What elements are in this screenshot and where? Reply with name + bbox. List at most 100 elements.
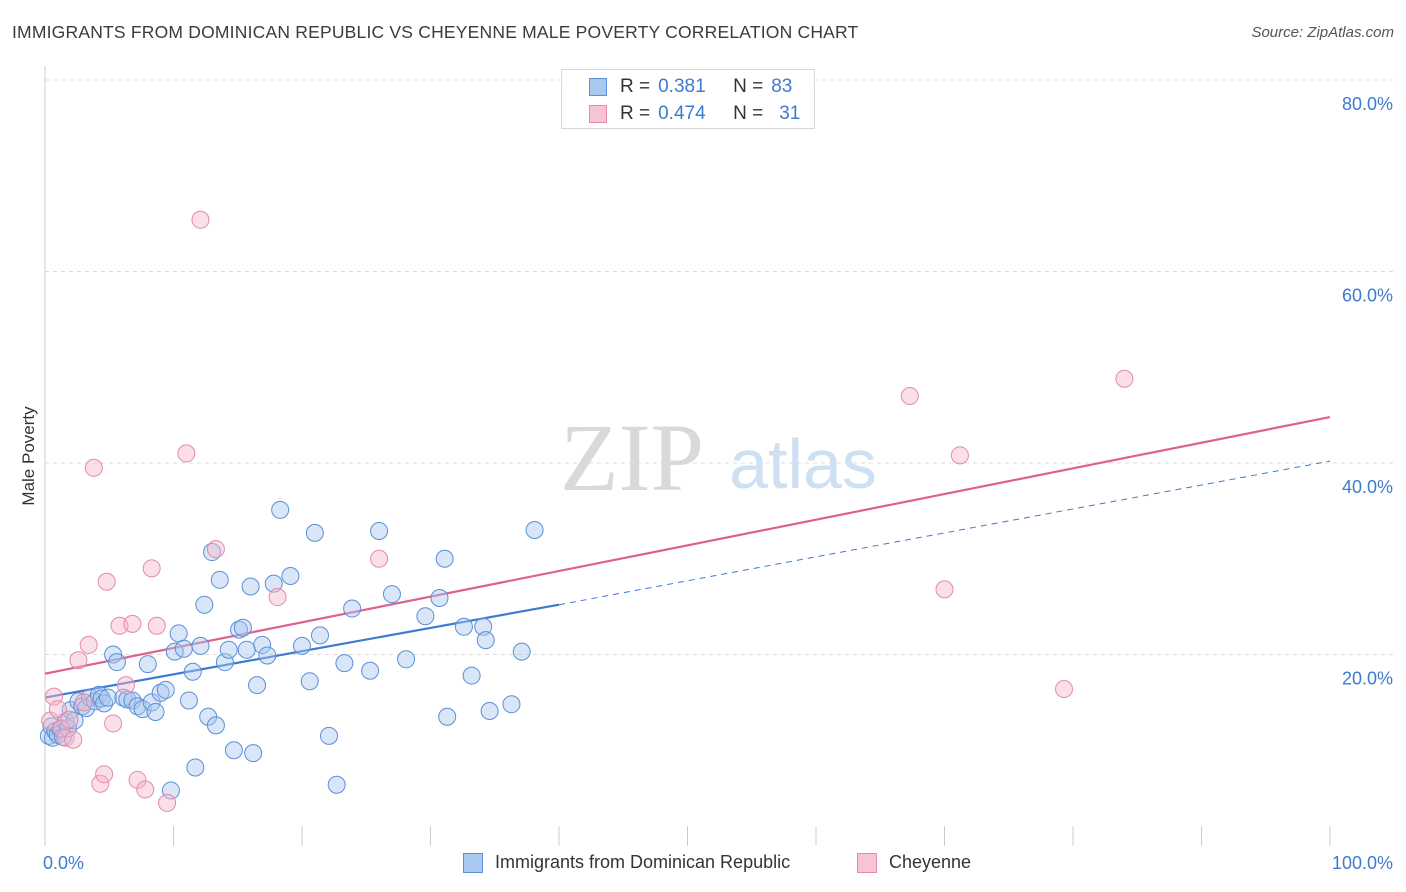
point-cheyenne <box>104 714 123 733</box>
point-dominican <box>191 636 210 655</box>
point-cheyenne <box>142 559 161 578</box>
point-dominican <box>186 758 205 777</box>
point-dominican <box>480 701 499 720</box>
point-dominican <box>512 642 531 661</box>
point-dominican <box>233 618 252 637</box>
trend-line-dominican-extension <box>558 460 1331 606</box>
point-dominican <box>476 631 495 650</box>
trend-line-dominican <box>44 603 560 699</box>
legend-item-pink: Cheyenne <box>857 852 971 873</box>
legend-r-value: 0.381 <box>658 76 706 97</box>
point-cheyenne <box>1055 679 1074 698</box>
legend-swatch-pink <box>589 105 607 123</box>
point-cheyenne <box>97 572 116 591</box>
point-dominican <box>397 650 416 669</box>
watermark-atlas: atlas <box>729 425 877 503</box>
point-dominican <box>435 549 454 568</box>
point-dominican <box>335 654 354 673</box>
point-dominican <box>206 716 225 735</box>
point-cheyenne <box>60 710 79 729</box>
legend-n-value: 31 <box>779 103 801 124</box>
x-tick-label: 0.0% <box>43 853 84 873</box>
point-cheyenne <box>116 676 135 695</box>
point-dominican <box>138 655 157 674</box>
legend-row-pink: R = 0.474 N = 31 <box>562 101 800 127</box>
point-dominican <box>128 697 147 716</box>
legend-n-label: N = <box>733 103 764 124</box>
point-cheyenne <box>900 386 919 405</box>
point-dominican <box>146 702 165 721</box>
point-dominican <box>502 695 521 714</box>
legend-r-value: 0.474 <box>658 103 706 124</box>
x-tick-label: 100.0% <box>1332 853 1393 873</box>
point-cheyenne <box>370 549 389 568</box>
point-cheyenne <box>84 458 103 477</box>
point-dominican <box>281 566 300 585</box>
tick-labels: 20.0% 40.0% 60.0% 80.0% 0.0% 100.0% <box>43 94 1393 873</box>
point-dominican <box>454 617 473 636</box>
point-cheyenne <box>56 728 75 747</box>
point-dominican <box>183 662 202 681</box>
source-credit: Source: ZipAtlas.com <box>1251 24 1394 41</box>
point-dominican <box>248 676 267 695</box>
point-dominican <box>244 744 263 763</box>
point-cheyenne <box>48 700 67 719</box>
trend-line-cheyenne <box>44 415 1331 675</box>
point-cheyenne <box>1115 369 1134 388</box>
point-cheyenne <box>74 693 93 712</box>
point-dominican <box>300 672 319 691</box>
legend-r-label: R = <box>620 103 651 124</box>
point-dominican <box>174 639 193 658</box>
trend-lines <box>44 415 1331 699</box>
point-cheyenne <box>91 774 110 793</box>
point-dominican <box>224 741 243 760</box>
legend-swatch-blue <box>589 78 607 96</box>
point-dominican <box>319 726 338 745</box>
point-dominican <box>343 599 362 618</box>
legend-r-label: R = <box>620 76 651 97</box>
point-cheyenne <box>147 616 166 635</box>
legend-row-blue: R = 0.381 N = 83 <box>562 74 792 100</box>
y-tick-label: 20.0% <box>1342 669 1393 689</box>
point-dominican <box>253 635 272 654</box>
point-cheyenne <box>136 780 155 799</box>
correlation-legend: R = 0.381 N = 83 R = 0.474 N = 31 <box>561 69 815 129</box>
point-dominican <box>310 626 329 645</box>
point-cheyenne <box>950 446 969 465</box>
legend-n-value: 83 <box>771 76 793 97</box>
point-dominican <box>258 646 277 665</box>
point-dominican <box>156 680 175 699</box>
point-cheyenne <box>69 651 88 670</box>
point-dominican <box>107 653 126 672</box>
point-dominican <box>305 523 324 542</box>
series-legend: Immigrants from Dominican Republic Cheye… <box>0 852 1406 876</box>
legend-n-label: N = <box>733 76 764 97</box>
point-dominican <box>438 707 457 726</box>
point-dominican <box>370 521 389 540</box>
point-dominican <box>462 666 481 685</box>
point-cheyenne <box>206 540 225 559</box>
point-dominican <box>241 577 260 596</box>
point-cheyenne <box>95 765 114 784</box>
point-dominican <box>142 693 161 712</box>
legend-label: Cheyenne <box>889 852 972 872</box>
y-tick-label: 40.0% <box>1342 477 1393 497</box>
point-dominican <box>271 500 290 519</box>
point-dominican <box>237 640 256 659</box>
point-dominican <box>416 607 435 626</box>
watermark: ZIP atlas <box>560 404 877 511</box>
point-dominican <box>382 585 401 604</box>
point-dominican <box>430 589 449 608</box>
point-cheyenne <box>158 793 177 812</box>
watermark-zip: ZIP <box>560 404 704 511</box>
point-dominican <box>361 661 380 680</box>
y-tick-label: 80.0% <box>1342 94 1393 114</box>
chart-title: IMMIGRANTS FROM DOMINICAN REPUBLIC VS CH… <box>12 22 859 42</box>
point-dominican <box>264 574 283 593</box>
grid-lines <box>45 79 1395 655</box>
legend-swatch-pink <box>857 852 877 873</box>
point-dominican <box>327 775 346 794</box>
point-cheyenne <box>191 210 210 229</box>
point-dominican <box>195 595 214 614</box>
